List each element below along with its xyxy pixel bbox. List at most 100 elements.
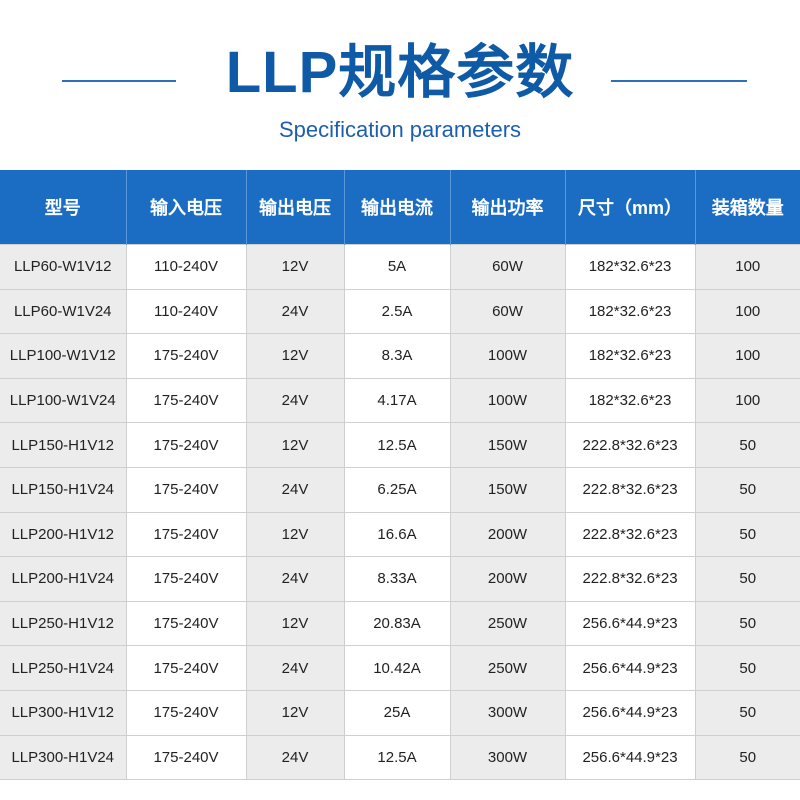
cell-output-power: 200W — [449, 556, 566, 602]
cell-size: 222.8*32.6*23 — [564, 511, 696, 558]
cell-size: 222.8*32.6*23 — [564, 422, 696, 468]
cell-output-voltage: 12V — [245, 689, 345, 736]
cell-output-power: 150W — [449, 422, 566, 468]
cell-input-voltage: 175-240V — [125, 734, 247, 781]
cell-packing-quantity: 50 — [694, 556, 800, 602]
cell-output-current: 16.6A — [343, 511, 451, 558]
title-rule-right — [611, 80, 747, 82]
cell-output-current: 2.5A — [343, 288, 451, 335]
cell-output-current: 12.5A — [343, 422, 451, 468]
cell-size: 222.8*32.6*23 — [564, 556, 696, 602]
cell-size: 182*32.6*23 — [564, 377, 696, 424]
cell-output-current: 10.42A — [343, 645, 451, 691]
cell-model: LLP60-W1V12 — [0, 244, 127, 290]
cell-output-voltage: 12V — [245, 244, 345, 290]
title-rule-left — [62, 80, 176, 82]
cell-packing-quantity: 50 — [694, 600, 800, 647]
table-row: LLP300-H1V24 175-240V 24V 12.5A 300W 256.6*44… — [0, 734, 800, 781]
page-title: LLP规格参数 — [225, 40, 575, 105]
cell-output-current: 5A — [343, 244, 451, 290]
cell-output-voltage: 24V — [245, 466, 345, 513]
cell-packing-quantity: 50 — [694, 734, 800, 781]
cell-output-voltage: 12V — [245, 600, 345, 647]
column-header-output-power: 输出功率 — [450, 170, 566, 245]
cell-input-voltage: 175-240V — [125, 511, 247, 558]
cell-size: 256.6*44.9*23 — [564, 734, 696, 781]
cell-input-voltage: 175-240V — [125, 466, 247, 513]
cell-output-power: 300W — [449, 734, 566, 781]
cell-model: LLP200-H1V12 — [0, 511, 127, 558]
cell-size: 182*32.6*23 — [564, 288, 696, 335]
column-header-packing-quantity: 装箱数量 — [695, 170, 800, 245]
cell-packing-quantity: 100 — [694, 377, 800, 424]
cell-model: LLP150-H1V24 — [0, 466, 127, 513]
cell-output-current: 6.25A — [343, 466, 451, 513]
cell-output-power: 250W — [449, 600, 566, 647]
cell-output-power: 60W — [449, 244, 566, 290]
column-header-size: 尺寸（mm） — [565, 170, 696, 245]
cell-packing-quantity: 50 — [694, 466, 800, 513]
table-row: LLP250-H1V12 175-240V 12V 20.83A 250W 256.6*4… — [0, 600, 800, 647]
cell-input-voltage: 110-240V — [125, 288, 247, 335]
cell-model: LLP150-H1V12 — [0, 422, 127, 468]
table-row: LLP60-W1V24 110-240V 24V 2.5A 60W 182*32.6*23… — [0, 288, 800, 335]
table-row: LLP60-W1V12 110-240V 12V 5A 60W 182*32.6*23 10… — [0, 244, 800, 290]
cell-output-voltage: 24V — [245, 377, 345, 424]
table-row: LLP200-H1V12 175-240V 12V 16.6A 200W 222.8*32… — [0, 511, 800, 558]
cell-output-current: 8.33A — [343, 556, 451, 602]
cell-packing-quantity: 50 — [694, 422, 800, 468]
cell-packing-quantity: 100 — [694, 244, 800, 290]
cell-output-power: 100W — [449, 377, 566, 424]
cell-model: LLP250-H1V12 — [0, 600, 127, 647]
cell-input-voltage: 175-240V — [125, 422, 247, 468]
cell-output-current: 20.83A — [343, 600, 451, 647]
cell-size: 182*32.6*23 — [564, 333, 696, 379]
column-header-output-voltage: 输出电压 — [246, 170, 345, 245]
table-row: LLP300-H1V12 175-240V 12V 25A 300W 256.6*44.9… — [0, 689, 800, 736]
column-header-model: 型号 — [0, 170, 127, 245]
table-body: LLP60-W1V12 110-240V 12V 5A 60W 182*32.6*23 10… — [0, 244, 800, 781]
column-header-input-voltage: 输入电压 — [126, 170, 247, 245]
cell-model: LLP250-H1V24 — [0, 645, 127, 691]
cell-input-voltage: 175-240V — [125, 600, 247, 647]
cell-model: LLP100-W1V24 — [0, 377, 127, 424]
cell-output-power: 300W — [449, 689, 566, 736]
cell-output-voltage: 12V — [245, 511, 345, 558]
cell-input-voltage: 175-240V — [125, 377, 247, 424]
cell-model: LLP100-W1V12 — [0, 333, 127, 379]
cell-output-power: 60W — [449, 288, 566, 335]
cell-packing-quantity: 50 — [694, 689, 800, 736]
cell-output-power: 200W — [449, 511, 566, 558]
page-subtitle: Specification parameters — [278, 117, 522, 142]
table-row: LLP250-H1V24 175-240V 24V 10.42A 250W 256.6*4… — [0, 645, 800, 691]
table-header-row: 型号 输入电压 输出电压 输出电流 输出功率 尺寸（mm） 装箱数量 — [0, 170, 800, 245]
cell-packing-quantity: 100 — [694, 333, 800, 379]
cell-packing-quantity: 50 — [694, 645, 800, 691]
cell-output-current: 4.17A — [343, 377, 451, 424]
cell-model: LLP300-H1V12 — [0, 689, 127, 736]
cell-output-power: 100W — [449, 333, 566, 379]
cell-size: 222.8*32.6*23 — [564, 466, 696, 513]
cell-output-current: 25A — [343, 689, 451, 736]
table-row: LLP150-H1V12 175-240V 12V 12.5A 150W 222.8*32… — [0, 422, 800, 468]
table-row: LLP200-H1V24 175-240V 24V 8.33A 200W 222.8*32… — [0, 556, 800, 602]
page-header: LLP规格参数 Specification parameters — [0, 0, 800, 170]
cell-output-voltage: 12V — [245, 422, 345, 468]
cell-model: LLP300-H1V24 — [0, 734, 127, 781]
cell-output-power: 150W — [449, 466, 566, 513]
cell-size: 256.6*44.9*23 — [564, 600, 696, 647]
table-row: LLP150-H1V24 175-240V 24V 6.25A 150W 222.8*32… — [0, 466, 800, 513]
cell-model: LLP60-W1V24 — [0, 288, 127, 335]
cell-output-current: 8.3A — [343, 333, 451, 379]
cell-output-voltage: 24V — [245, 734, 345, 781]
cell-output-current: 12.5A — [343, 734, 451, 781]
spec-table: 型号 输入电压 输出电压 输出电流 输出功率 尺寸（mm） 装箱数量 LLP60… — [0, 170, 800, 781]
column-header-output-current: 输出电流 — [344, 170, 451, 245]
cell-size: 182*32.6*23 — [564, 244, 696, 290]
cell-input-voltage: 175-240V — [125, 333, 247, 379]
cell-output-voltage: 24V — [245, 645, 345, 691]
cell-input-voltage: 175-240V — [125, 556, 247, 602]
cell-output-voltage: 24V — [245, 288, 345, 335]
cell-input-voltage: 175-240V — [125, 645, 247, 691]
cell-input-voltage: 175-240V — [125, 689, 247, 736]
